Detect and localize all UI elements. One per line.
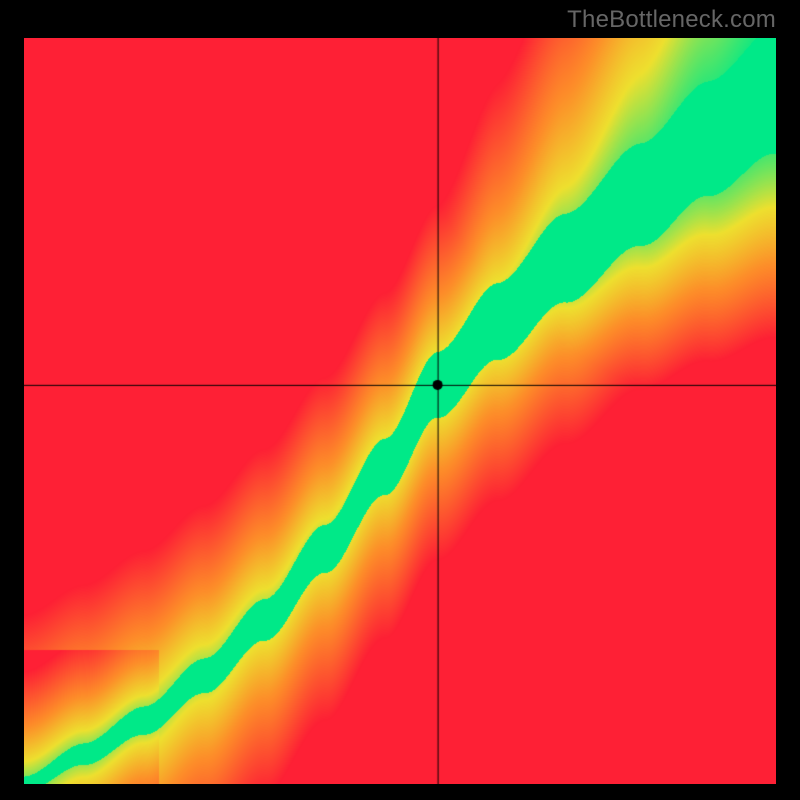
heatmap-canvas (24, 38, 776, 784)
heatmap-plot (24, 38, 776, 784)
watermark-text: TheBottleneck.com (567, 6, 776, 34)
